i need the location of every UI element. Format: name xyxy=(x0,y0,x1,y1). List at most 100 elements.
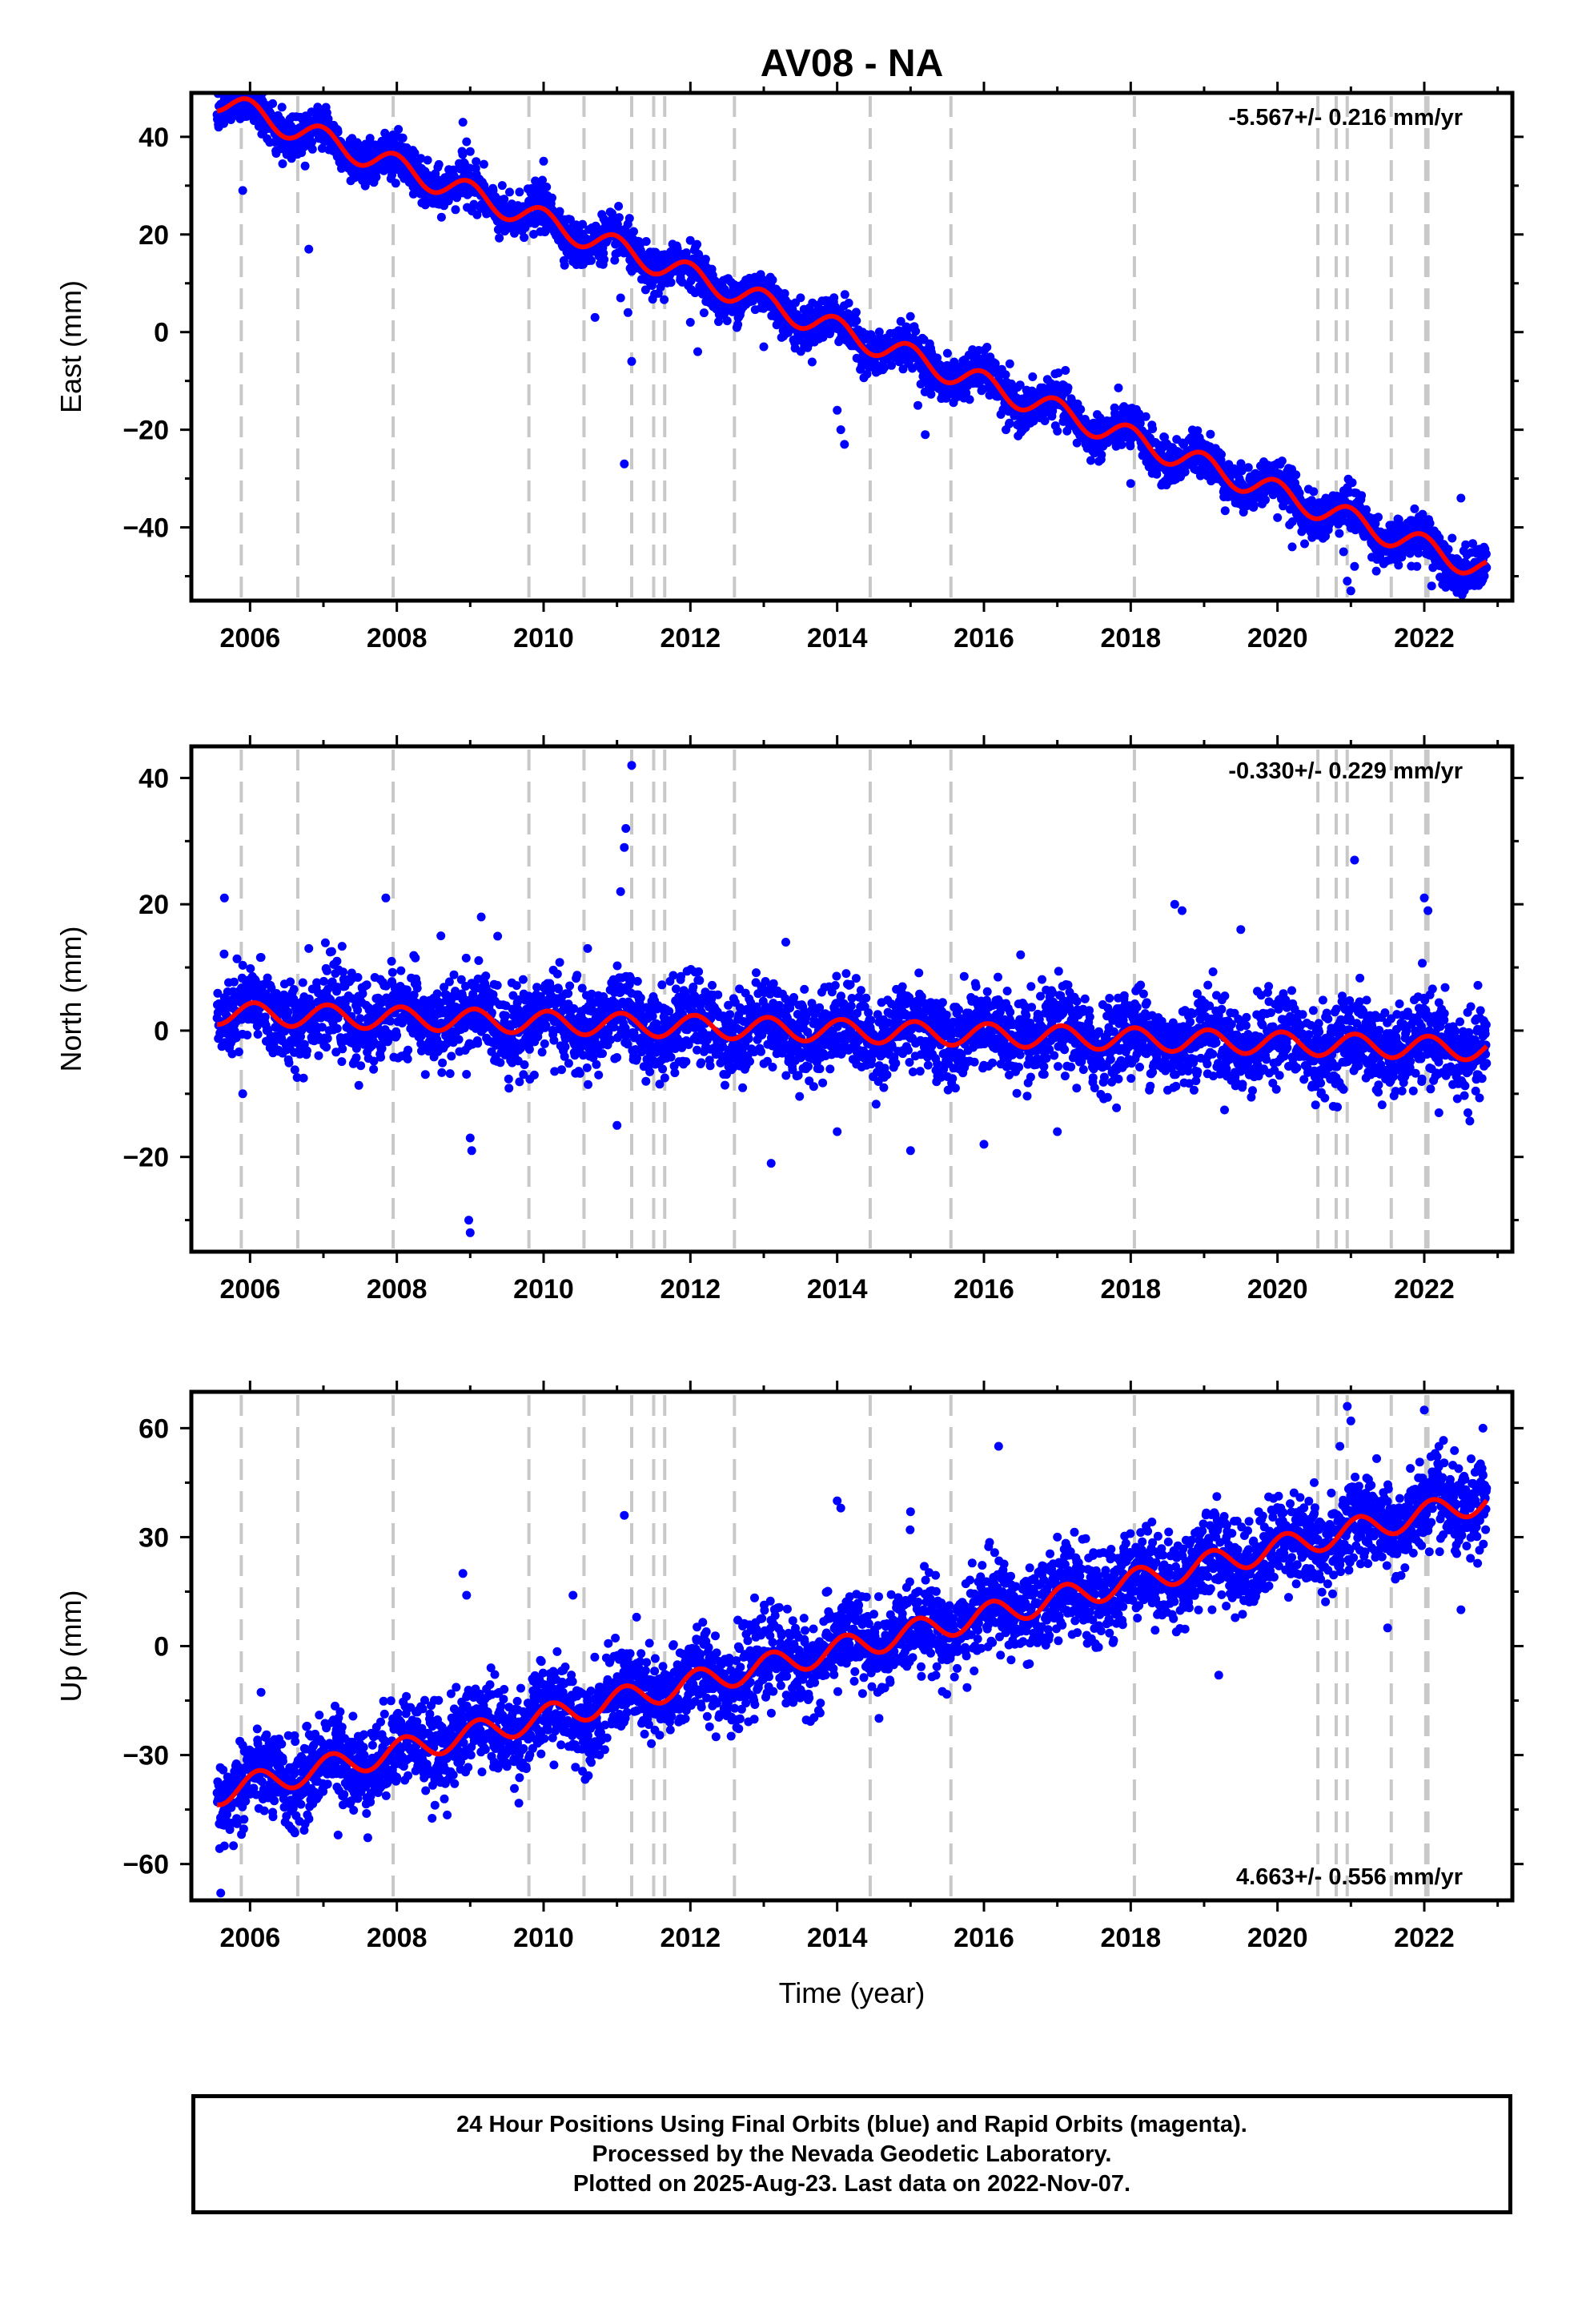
east-point xyxy=(1480,571,1489,581)
east-point xyxy=(1126,479,1135,489)
east-point xyxy=(278,159,287,168)
east-point xyxy=(462,137,472,147)
east-point xyxy=(500,195,509,204)
east-point xyxy=(1206,429,1215,439)
north-point xyxy=(473,1039,483,1048)
east-point xyxy=(768,275,777,285)
north-point xyxy=(337,942,347,951)
east-point xyxy=(1414,549,1423,558)
panel-north: 2006 2008 2010 2012 2014 2016 2018 2020 2022−200… xyxy=(54,735,1524,1305)
east-point xyxy=(538,175,547,185)
north-point xyxy=(283,1007,293,1017)
east-point xyxy=(307,144,317,154)
east-x-tick-label: 2020 xyxy=(1247,623,1308,653)
north-point xyxy=(353,973,363,982)
north-point xyxy=(387,956,396,966)
east-point xyxy=(307,137,316,147)
east-point xyxy=(268,99,278,108)
north-point xyxy=(295,1049,305,1059)
east-point xyxy=(1394,561,1403,570)
east-point xyxy=(640,285,650,295)
north-point xyxy=(253,1030,263,1039)
east-point xyxy=(851,308,861,317)
north-point xyxy=(420,1070,430,1080)
east-point xyxy=(548,193,556,203)
east-point xyxy=(623,308,632,317)
east-point xyxy=(921,430,930,440)
east-point xyxy=(247,83,256,92)
east-point xyxy=(410,148,420,158)
east-point xyxy=(1374,513,1383,522)
east-point xyxy=(1410,504,1419,513)
north-point xyxy=(412,983,422,993)
east-point xyxy=(1126,441,1135,451)
north-point xyxy=(356,1061,366,1071)
north-point xyxy=(481,971,491,981)
north-point xyxy=(353,1005,363,1015)
east-point xyxy=(360,181,370,191)
east-point xyxy=(1427,581,1436,591)
north-point xyxy=(298,978,307,987)
east-x-tick-label: 2010 xyxy=(513,623,574,653)
east-point xyxy=(1148,424,1158,433)
east-point xyxy=(590,312,600,322)
east-point xyxy=(1350,561,1359,571)
east-point xyxy=(1002,425,1010,435)
east-point xyxy=(1217,450,1226,459)
east-point xyxy=(472,157,481,167)
panels: 2006 2008 2010 2012 2014 2016 2018 2020 2022−40−… xyxy=(54,71,1524,2009)
north-point xyxy=(402,985,412,995)
east-point xyxy=(224,78,233,86)
east-point xyxy=(1335,529,1344,538)
east-point xyxy=(1456,493,1466,503)
north-point xyxy=(411,953,420,963)
east-y-tick-label: 0 xyxy=(154,318,169,348)
east-point xyxy=(479,159,488,169)
east-point xyxy=(1134,409,1144,419)
east-point xyxy=(620,459,629,468)
east-point xyxy=(1063,383,1073,392)
east-point xyxy=(1425,519,1435,528)
east-x-tick-label: 2014 xyxy=(807,623,868,653)
north-point xyxy=(319,976,328,986)
east-point xyxy=(222,71,231,80)
chart-title: AV08 - NA xyxy=(761,42,944,85)
east-point xyxy=(1435,533,1444,543)
east-point xyxy=(1468,539,1477,549)
east-point xyxy=(1236,459,1246,468)
east-point xyxy=(241,74,250,82)
east-point xyxy=(862,369,872,379)
east-point xyxy=(887,360,896,370)
north-point xyxy=(289,985,299,994)
panel-east: 2006 2008 2010 2012 2014 2016 2018 2020 2022−40−… xyxy=(54,71,1524,653)
east-x-tick-label: 2018 xyxy=(1101,623,1162,653)
east-point xyxy=(317,143,327,153)
north-point xyxy=(314,1051,323,1060)
east-x-tick-label: 2022 xyxy=(1394,623,1455,653)
north-point xyxy=(338,1044,347,1054)
east-point xyxy=(1309,487,1319,497)
north-point xyxy=(355,1014,365,1023)
east-point xyxy=(529,230,539,239)
north-point xyxy=(474,956,484,965)
east-point xyxy=(1141,412,1150,421)
east-point xyxy=(796,293,805,303)
east-point xyxy=(616,293,625,303)
east-point xyxy=(231,81,240,90)
east-point xyxy=(833,405,842,415)
east-point xyxy=(542,183,552,191)
east-point xyxy=(1193,426,1203,436)
east-y-tick-label: −20 xyxy=(122,416,169,446)
east-model-line xyxy=(216,96,1488,576)
north-point xyxy=(343,1004,352,1014)
east-point xyxy=(693,239,702,249)
east-point xyxy=(880,363,889,372)
north-point xyxy=(263,973,272,983)
east-point xyxy=(681,248,691,258)
east-point xyxy=(451,205,460,215)
east-y-tick-label: 20 xyxy=(139,220,169,251)
north-point xyxy=(312,978,322,987)
east-point xyxy=(624,214,634,223)
north-point xyxy=(358,989,367,999)
